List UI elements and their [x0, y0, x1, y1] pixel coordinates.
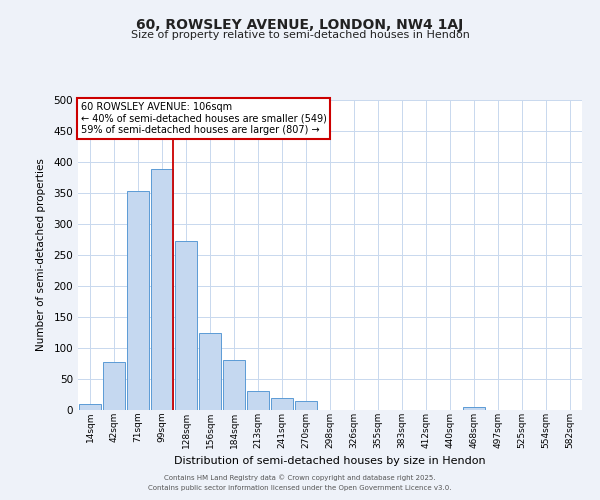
Bar [79, 404, 101, 410]
Bar [295, 402, 317, 410]
Bar [175, 242, 197, 410]
Bar [463, 407, 485, 410]
Text: Contains public sector information licensed under the Open Government Licence v3: Contains public sector information licen… [148, 485, 452, 491]
Bar [199, 333, 221, 410]
Text: Size of property relative to semi-detached houses in Hendon: Size of property relative to semi-detach… [131, 30, 469, 40]
Text: 60 ROWSLEY AVENUE: 106sqm
← 40% of semi-detached houses are smaller (549)
59% of: 60 ROWSLEY AVENUE: 106sqm ← 40% of semi-… [80, 102, 326, 134]
Bar [271, 398, 293, 410]
X-axis label: Distribution of semi-detached houses by size in Hendon: Distribution of semi-detached houses by … [174, 456, 486, 466]
Bar [127, 190, 149, 410]
Bar [103, 362, 125, 410]
Bar [223, 360, 245, 410]
Bar [247, 392, 269, 410]
Text: Contains HM Land Registry data © Crown copyright and database right 2025.: Contains HM Land Registry data © Crown c… [164, 474, 436, 481]
Y-axis label: Number of semi-detached properties: Number of semi-detached properties [37, 158, 46, 352]
Bar [151, 169, 173, 410]
Text: 60, ROWSLEY AVENUE, LONDON, NW4 1AJ: 60, ROWSLEY AVENUE, LONDON, NW4 1AJ [136, 18, 464, 32]
